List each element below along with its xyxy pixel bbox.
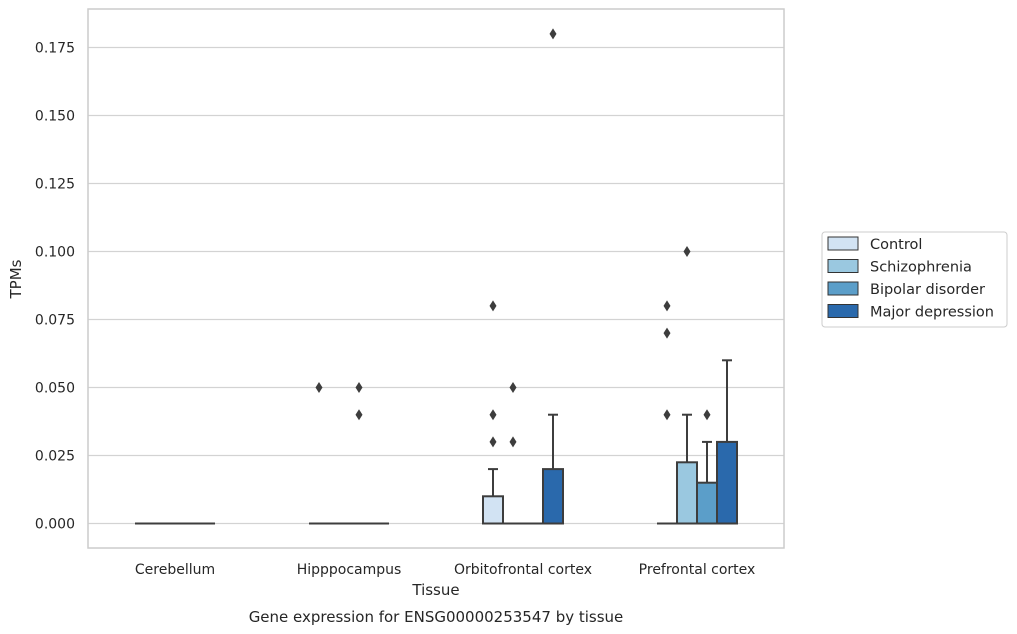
outlier-point xyxy=(489,436,497,448)
legend-swatch xyxy=(827,304,859,318)
box-prefrontal-cortex-schizophrenia xyxy=(676,246,698,525)
outlier-point xyxy=(355,409,363,421)
y-tick-label: 0.000 xyxy=(35,517,75,533)
grid-lines xyxy=(88,46,784,525)
outlier-point xyxy=(549,28,557,40)
legend-label: Bipolar disorder xyxy=(870,282,985,298)
box-series xyxy=(135,28,738,525)
outlier-point xyxy=(489,300,497,312)
box xyxy=(696,481,718,525)
chart-caption: Gene expression for ENSG00000253547 by t… xyxy=(249,608,624,626)
x-tick-label: Hipppocampus xyxy=(297,562,402,578)
outlier-point xyxy=(663,409,671,421)
box-hipppocampus-bipolar-disorder xyxy=(349,382,369,525)
legend-frame xyxy=(821,231,1008,328)
y-tick-labels: 0.000 0.025 0.050 0.075 0.100 0.125 0.150 0.175 xyxy=(35,41,75,533)
outlier-point xyxy=(489,409,497,421)
outlier-point xyxy=(703,409,711,421)
outlier-point xyxy=(683,246,691,257)
x-axis-label: Tissue xyxy=(411,581,459,599)
x-tick-label: Prefrontal cortex xyxy=(639,562,756,578)
box-prefrontal-cortex-control xyxy=(657,300,677,525)
legend: Control Schizophrenia Bipolar disorder Majo… xyxy=(821,231,1008,328)
box-orbitofrontal-cortex-major-depression xyxy=(542,28,564,525)
box-orbitofrontal-cortex-schizophrenia xyxy=(503,382,523,525)
x-tick-label: Cerebellum xyxy=(135,562,215,578)
box xyxy=(716,440,738,525)
legend-swatch xyxy=(827,259,859,273)
y-tick-label: 0.100 xyxy=(35,245,75,261)
outlier-point xyxy=(509,436,517,448)
legend-label: Schizophrenia xyxy=(870,260,972,276)
y-tick-label: 0.175 xyxy=(35,41,75,57)
y-axis-label: TPMs xyxy=(7,259,25,299)
y-tick-label: 0.150 xyxy=(35,109,75,125)
outlier-point xyxy=(355,382,363,393)
box xyxy=(676,461,698,525)
box-prefrontal-cortex-bipolar-disorder xyxy=(696,409,718,525)
box-orbitofrontal-cortex-control xyxy=(482,300,504,525)
outlier-point xyxy=(663,327,671,339)
x-tick-label: Orbitofrontal cortex xyxy=(454,562,592,578)
y-tick-label: 0.125 xyxy=(35,177,75,193)
box xyxy=(542,468,564,525)
y-tick-label: 0.025 xyxy=(35,449,75,465)
plot-frame xyxy=(87,8,785,549)
legend-swatch xyxy=(827,281,859,296)
box-hipppocampus-control xyxy=(309,382,329,525)
outlier-point xyxy=(509,382,517,393)
outlier-point xyxy=(315,382,323,393)
x-tick-labels: Cerebellum Hipppocampus Orbitofrontal cort… xyxy=(135,562,755,578)
outlier-point xyxy=(663,300,671,312)
y-tick-label: 0.075 xyxy=(35,313,75,329)
legend-swatch xyxy=(827,236,859,251)
legend-label: Control xyxy=(870,237,922,253)
box-prefrontal-cortex-major-depression xyxy=(716,359,738,525)
box xyxy=(482,495,504,525)
y-tick-label: 0.050 xyxy=(35,381,75,397)
legend-label: Major depression xyxy=(870,305,994,321)
